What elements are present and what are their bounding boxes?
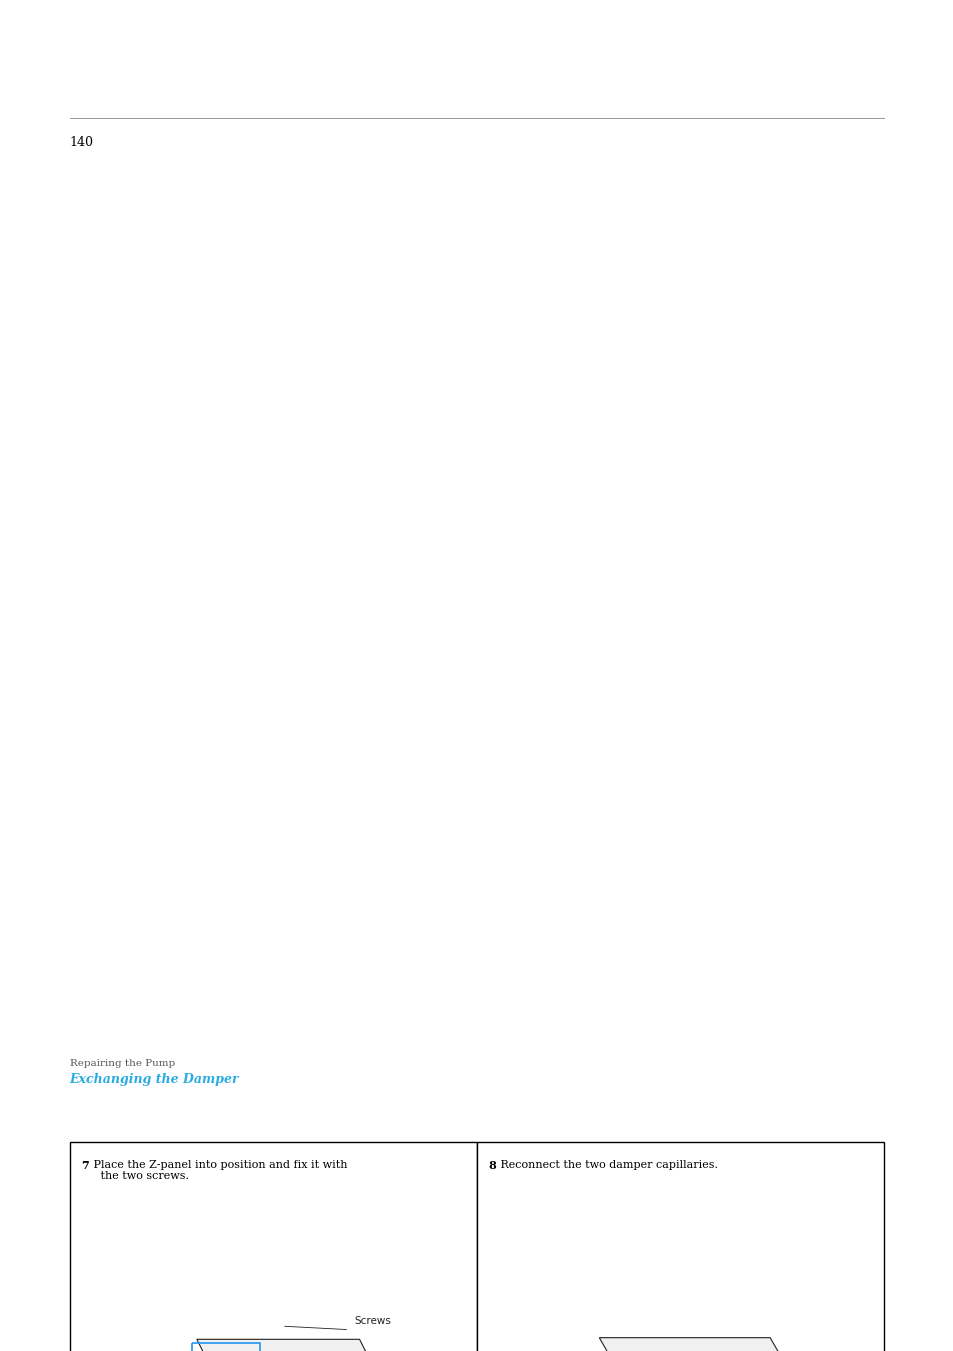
- Polygon shape: [598, 1337, 782, 1351]
- Text: 140: 140: [70, 135, 93, 149]
- Text: Place the Z-panel into position and fix it with
   the two screws.: Place the Z-panel into position and fix …: [90, 1159, 347, 1181]
- Text: 7: 7: [81, 1159, 89, 1170]
- Text: Reconnect the two damper capillaries.: Reconnect the two damper capillaries.: [497, 1159, 718, 1170]
- Bar: [476, 1142, 883, 1351]
- Polygon shape: [196, 1339, 371, 1351]
- Text: Screws: Screws: [355, 1316, 391, 1327]
- Bar: [70, 1142, 476, 1351]
- Text: 8: 8: [488, 1159, 496, 1170]
- Text: Exchanging the Damper: Exchanging the Damper: [70, 1073, 239, 1086]
- Text: Repairing the Pump: Repairing the Pump: [70, 1059, 174, 1067]
- Bar: [192, 1343, 260, 1351]
